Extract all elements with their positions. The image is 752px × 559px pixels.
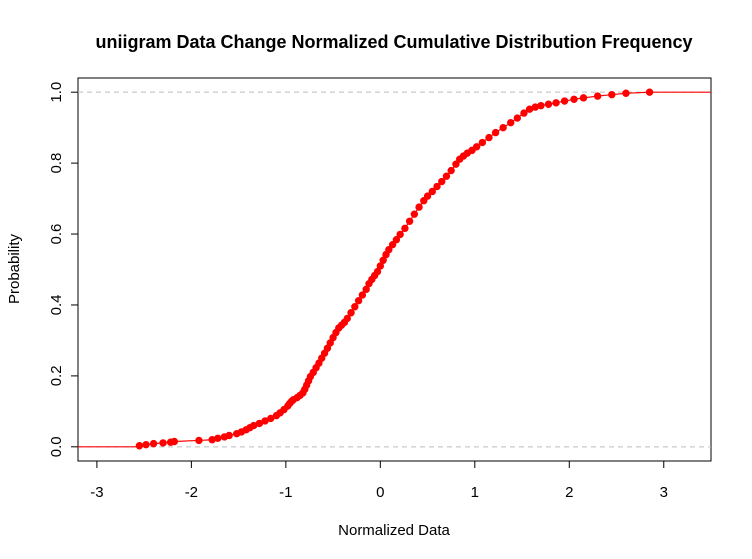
data-point: [149, 439, 158, 448]
data-point: [225, 431, 233, 440]
data-point: [376, 262, 385, 270]
x-tick-label: -3: [90, 484, 103, 501]
x-tick-label: -2: [185, 484, 198, 501]
series-line: [78, 91, 712, 448]
data-point: [362, 285, 370, 294]
data-point: [396, 230, 404, 239]
data-point: [170, 437, 179, 446]
data-point: [473, 143, 481, 151]
data-point: [442, 172, 451, 180]
data-point: [622, 89, 630, 97]
plot-frame: [77, 77, 712, 462]
data-point: [392, 236, 401, 244]
x-tick-label: 0: [376, 484, 384, 501]
data-point: [428, 187, 436, 196]
data-point: [570, 95, 578, 103]
data-point: [135, 442, 144, 450]
y-tick-label: 1.0: [48, 82, 65, 103]
data-point: [373, 267, 382, 276]
chart-title: uniigram Data Change Normalized Cumulati…: [95, 32, 692, 52]
x-tick-label: 3: [660, 484, 668, 501]
x-axis-label: Normalized Data: [338, 522, 450, 539]
data-point: [433, 182, 441, 191]
y-tick-label: 0.2: [48, 365, 65, 386]
x-tick-label: 1: [471, 484, 479, 501]
series-points-group: [135, 88, 654, 450]
data-point: [579, 94, 588, 102]
reference-lines: [78, 91, 711, 448]
data-point: [267, 414, 275, 423]
x-axis: -3 -2 -1 0 1 2 3: [90, 461, 668, 501]
data-point: [142, 440, 150, 449]
data-point: [499, 123, 507, 132]
data-point: [405, 217, 414, 225]
data-point: [354, 297, 363, 305]
data-point: [544, 100, 553, 108]
data-point: [401, 224, 409, 233]
data-point: [385, 245, 393, 254]
data-point: [507, 118, 515, 127]
data-point: [423, 192, 432, 200]
data-point: [520, 109, 528, 117]
data-point: [415, 203, 423, 211]
series-line-group: [78, 91, 712, 448]
data-point: [537, 101, 545, 110]
data-point: [410, 210, 419, 218]
data-point: [485, 133, 493, 142]
y-tick-label: 0.6: [48, 224, 65, 245]
data-point: [593, 92, 602, 100]
data-point: [608, 90, 616, 99]
data-point: [513, 114, 522, 122]
x-tick-label: -1: [279, 484, 292, 501]
data-point: [645, 88, 654, 96]
data-point: [420, 197, 428, 205]
y-tick-label: 0.4: [48, 295, 65, 316]
data-point: [351, 303, 359, 311]
data-point: [379, 256, 387, 264]
data-point: [195, 436, 203, 445]
y-tick-label: 0.0: [48, 436, 65, 457]
data-point: [438, 177, 446, 186]
data-point: [560, 97, 569, 105]
data-point: [159, 439, 167, 447]
data-point: [452, 160, 460, 168]
data-point: [491, 128, 500, 137]
data-point: [343, 314, 351, 323]
data-point: [478, 138, 487, 147]
y-axis-label: Probability: [6, 233, 23, 304]
data-point: [388, 240, 397, 249]
y-tick-label: 0.8: [48, 153, 65, 174]
data-point: [347, 309, 355, 317]
x-tick-label: 2: [565, 484, 573, 501]
data-point: [447, 166, 455, 175]
data-point: [214, 434, 222, 442]
data-point: [552, 99, 560, 107]
data-point: [358, 291, 367, 299]
y-axis: 0.0 0.2 0.4 0.6 0.8 1.0: [48, 82, 78, 457]
